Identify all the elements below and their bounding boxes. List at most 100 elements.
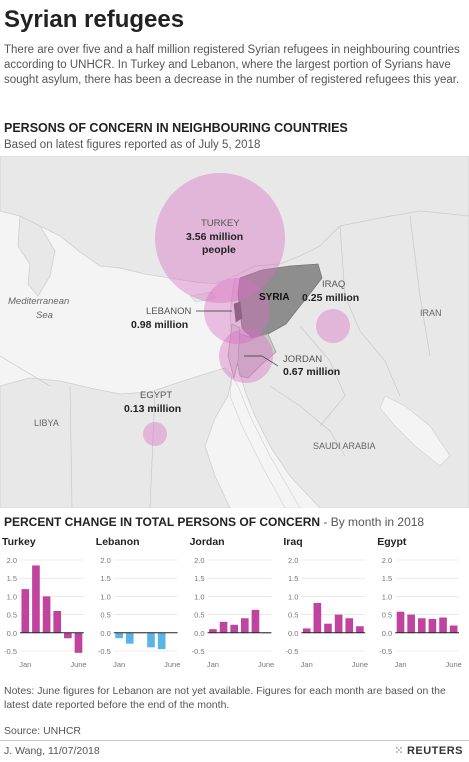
bar-turkey-mar [42, 596, 51, 633]
label-lebanon-name: LEBANON [146, 306, 192, 317]
leader-jordan [244, 355, 279, 367]
y-tick-label: 1.5 [288, 574, 298, 583]
reuters-logo-text: REUTERS [406, 745, 463, 757]
bar-lebanon-may [157, 632, 166, 650]
label-saudi: SAUDI ARABIA [313, 441, 376, 451]
label-iraq-value: 0.25 million [302, 292, 359, 304]
bar-turkey-feb [32, 565, 40, 633]
x-tick-label: Jan [301, 660, 313, 669]
refugee-map: Mediterranean Sea IRAN LIBYA SAUDI ARABI… [0, 156, 469, 508]
map-section-subheading: Based on latest figures reported as of J… [4, 139, 261, 151]
y-tick-label: 2.0 [7, 556, 17, 565]
lebanon-shape [233, 301, 243, 323]
map-section-heading: PERSONS OF CONCERN IN NEIGHBOURING COUNT… [4, 121, 348, 135]
y-tick-label: 1.5 [194, 574, 204, 583]
bar-jordan-feb [219, 621, 228, 633]
bar-egypt-mar [417, 618, 426, 633]
bar-iraq-june [356, 626, 364, 633]
change-heading-sub: - By month in 2018 [320, 515, 425, 529]
bubbles [143, 173, 350, 446]
border-line [299, 325, 346, 427]
label-lebanon-value: 0.98 million [131, 319, 188, 331]
label-jordan-name: JORDAN [283, 354, 322, 365]
x-tick-label: Jan [19, 660, 31, 669]
border-line [269, 385, 346, 457]
bar-jordan-may [251, 609, 260, 633]
y-tick-label: 1.0 [288, 592, 298, 601]
y-tick-label: -0.5 [98, 647, 111, 656]
x-tick-label: June [164, 660, 180, 669]
y-tick-label: 1.0 [194, 592, 204, 601]
bubble-lebanon [204, 278, 270, 344]
cyprus [189, 291, 216, 303]
bar-egypt-jan [396, 611, 405, 633]
border-line [69, 385, 73, 508]
bar-lebanon-feb [125, 632, 134, 644]
bar-iraq-may [345, 618, 354, 633]
y-tick-label: -0.5 [379, 647, 392, 656]
y-tick-label: -0.5 [192, 647, 205, 656]
label-libya: LIBYA [34, 418, 59, 428]
chart-title-egypt: Egypt [377, 536, 407, 548]
bar-jordan-apr [240, 618, 249, 633]
border-line [149, 391, 156, 508]
chart-title-lebanon: Lebanon [96, 536, 140, 548]
x-tick-label: June [70, 660, 86, 669]
y-tick-label: 2.0 [194, 556, 204, 565]
label-mediterranean: Mediterranean [8, 296, 69, 307]
label-sea: Sea [36, 310, 53, 321]
y-tick-label: 2.0 [100, 556, 110, 565]
bar-egypt-june [449, 625, 458, 633]
bar-turkey-may [64, 632, 72, 639]
persian-gulf [379, 395, 451, 467]
label-jordan-value: 0.67 million [283, 366, 340, 378]
source-text: Source: UNHCR [4, 725, 82, 737]
y-tick-label: 0.0 [382, 629, 392, 638]
x-tick-label: Jan [113, 660, 125, 669]
bubble-egypt [143, 422, 167, 446]
y-tick-label: 0.5 [382, 611, 392, 620]
x-tick-label: June [446, 660, 462, 669]
bar-turkey-apr [53, 610, 62, 633]
bar-iraq-mar [324, 623, 332, 633]
intro-text: There are over five and a half million r… [4, 44, 460, 86]
change-heading-bold: PERCENT CHANGE IN TOTAL PERSONS OF CONCE… [4, 515, 321, 529]
y-tick-label: 1.5 [100, 574, 110, 583]
small-multiples: Turkey 2.0 1.5 1.0 0.5 0.0 -0.5 Jan June Lebanon 2… [0, 534, 469, 674]
border-line [0, 355, 51, 387]
y-tick-label: 0.0 [100, 629, 110, 638]
y-tick-label: 1.0 [7, 592, 17, 601]
bar-egypt-feb [407, 614, 415, 633]
label-iraq-name: IRAQ [322, 279, 345, 290]
israel-shape [227, 323, 241, 379]
leader-lines [196, 310, 279, 367]
y-tick-label: 2.0 [288, 556, 298, 565]
y-tick-label: 1.5 [382, 574, 392, 583]
x-tick-label: June [258, 660, 274, 669]
bar-iraq-feb [313, 602, 322, 633]
y-tick-label: 1.0 [382, 592, 392, 601]
land-greece [17, 215, 56, 297]
footer: J. Wang, 11/07/2018 ⁙ REUTERS [0, 740, 469, 762]
border-line [409, 215, 431, 357]
label-syria: SYRIA [259, 292, 290, 303]
y-tick-label: 1.0 [100, 592, 110, 601]
label-egypt-name: EGYPT [140, 390, 172, 401]
y-tick-label: 0.0 [7, 629, 17, 638]
bubble-turkey [155, 173, 285, 303]
red-sea [229, 375, 301, 508]
bar-turkey-jan [21, 589, 30, 633]
y-tick-label: 0.0 [288, 629, 298, 638]
map-svg: Mediterranean Sea IRAN LIBYA SAUDI ARABI… [0, 156, 469, 508]
notes-text: Notes: June figures for Lebanon are not … [4, 685, 446, 711]
borders [0, 215, 431, 508]
bar-egypt-apr [428, 618, 437, 633]
x-tick-label: June [352, 660, 368, 669]
bar-lebanon-apr [147, 632, 155, 648]
y-tick-label: -0.5 [4, 647, 17, 656]
reuters-dots-icon: ⁙ [394, 745, 404, 757]
bar-jordan-mar [230, 624, 239, 633]
chart-title-jordan: Jordan [190, 536, 225, 548]
label-turkey-value: 3.56 million [186, 231, 243, 243]
chart-title-iraq: Iraq [283, 536, 302, 548]
